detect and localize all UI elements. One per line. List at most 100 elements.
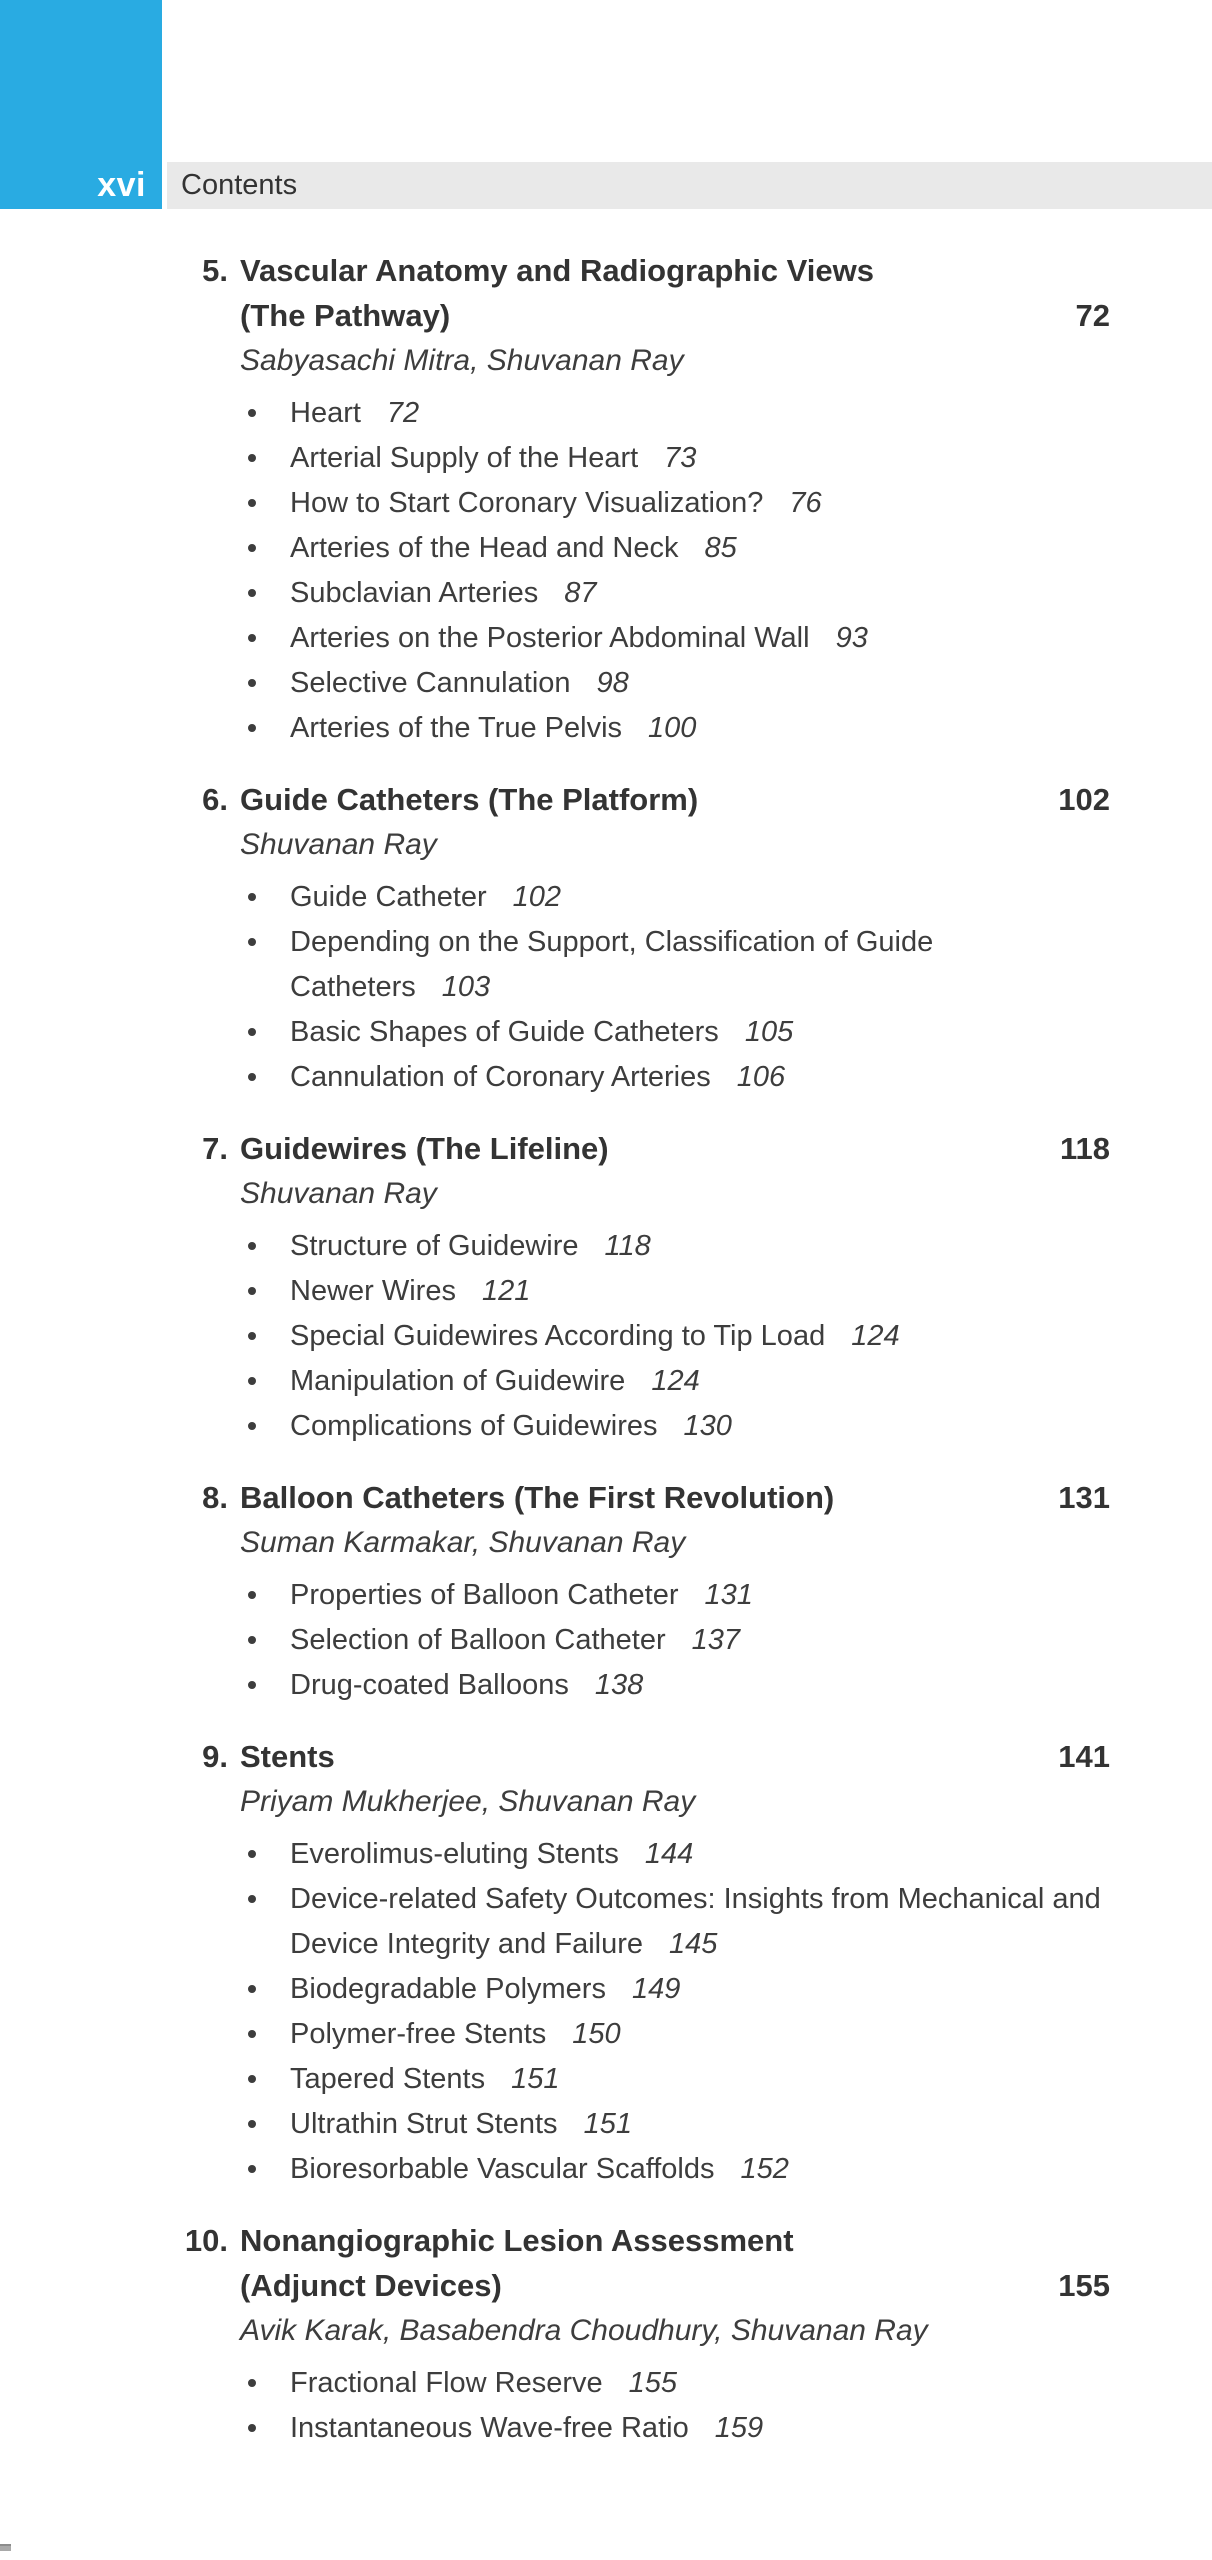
chapter-title-line: Guide Catheters (The Platform): [240, 782, 699, 817]
toc-topic-row: Ultrathin Strut Stents 151: [248, 2102, 1110, 2147]
topic-body: Tapered Stents 151: [290, 2057, 1110, 2102]
page-folio: xvi: [97, 166, 146, 204]
chapter-number: 9.: [202, 1739, 228, 1774]
topic-title: Tapered Stents: [290, 2063, 486, 2095]
topic-title: Manipulation of Guidewire: [290, 1365, 626, 1397]
topic-body: Heart 72: [290, 391, 1110, 436]
toc-topic-row: Selective Cannulation 98: [248, 661, 1110, 706]
toc-chapter-entry: 9. Stents 141 Priyam Mukherjee, Shuvanan…: [170, 1734, 1110, 2192]
chapter-heading-row: 10. Nonangiographic Lesion Assessment (Ad…: [170, 2218, 1110, 2308]
toc-topic-row: Instantaneous Wave-free Ratio 159: [248, 2406, 1110, 2451]
chapter-authors: Sabyasachi Mitra, Shuvanan Ray: [240, 344, 684, 377]
topic-body: Device-related Safety Outcomes: Insights…: [290, 1877, 1110, 1967]
bullet-icon: [248, 1422, 256, 1430]
topic-body: Special Guidewires According to Tip Load…: [290, 1314, 1110, 1359]
bullet-icon: [248, 2165, 256, 2173]
topic-body: Arteries of the True Pelvis 100: [290, 706, 1110, 751]
topic-page-number: 130: [683, 1410, 732, 1442]
chapter-page-number: 141: [1058, 1739, 1110, 1774]
topic-page-number: 151: [511, 2063, 560, 2095]
topic-title: Properties of Balloon Catheter: [290, 1579, 679, 1611]
chapter-title: Balloon Catheters (The First Revolution): [240, 1475, 1038, 1520]
chapter-title-line: Balloon Catheters (The First Revolution): [240, 1480, 835, 1515]
topic-page-number: 151: [583, 2108, 632, 2140]
chapter-topic-list: Properties of Balloon Catheter 131 Select…: [170, 1573, 1110, 1708]
topic-title: Biodegradable Polymers: [290, 1973, 606, 2005]
chapter-page-number: 72: [1075, 298, 1110, 333]
bullet-icon: [248, 2424, 256, 2432]
chapter-authors: Avik Karak, Basabendra Choudhury, Shuvan…: [240, 2314, 928, 2347]
topic-body: Properties of Balloon Catheter 131: [290, 1573, 1110, 1618]
chapter-heading-row: 9. Stents 141: [170, 1734, 1110, 1779]
chapter-page-number: 131: [1058, 1480, 1110, 1515]
topic-body: Structure of Guidewire 118: [290, 1224, 1110, 1269]
chapter-title-line: Vascular Anatomy and Radiographic Views: [240, 253, 874, 288]
toc-topic-row: Arteries of the Head and Neck 85: [248, 526, 1110, 571]
topic-body: Depending on the Support, Classification…: [290, 920, 1110, 1010]
topic-body: Everolimus-eluting Stents 144: [290, 1832, 1110, 1877]
running-header-bar: Contents: [167, 162, 1212, 209]
topic-body: Ultrathin Strut Stents 151: [290, 2102, 1110, 2147]
toc-topic-row: Complications of Guidewires 130: [248, 1404, 1110, 1449]
topic-page-number: 118: [604, 1230, 651, 1262]
topic-body: Complications of Guidewires 130: [290, 1404, 1110, 1449]
topic-body: Subclavian Arteries 87: [290, 571, 1110, 616]
chapter-authors: Suman Karmakar, Shuvanan Ray: [240, 1526, 686, 1559]
toc-chapter-entry: 5. Vascular Anatomy and Radiographic Vie…: [170, 248, 1110, 751]
page-edge-artifact: [0, 2544, 11, 2551]
topic-body: Bioresorbable Vascular Scaffolds 152: [290, 2147, 1110, 2192]
topic-page-number: 85: [704, 532, 737, 564]
topic-page-number: 145: [669, 1928, 718, 1960]
topic-page-number: 72: [386, 397, 420, 429]
bullet-icon: [248, 2030, 256, 2038]
topic-title: Special Guidewires According to Tip Load: [290, 1320, 826, 1352]
topic-page-number: 124: [651, 1365, 700, 1397]
topic-title: Arteries of the True Pelvis: [290, 712, 623, 744]
toc-topic-row: Fractional Flow Reserve 155: [248, 2361, 1110, 2406]
topic-page-number: 149: [631, 1973, 681, 2005]
toc-chapter-entry: 10. Nonangiographic Lesion Assessment (Ad…: [170, 2218, 1110, 2451]
toc-topic-row: Arterial Supply of the Heart 73: [248, 436, 1110, 481]
topic-page-number: 100: [648, 712, 697, 744]
toc-topic-row: Properties of Balloon Catheter 131: [248, 1573, 1110, 1618]
topic-title: Drug-coated Balloons: [290, 1669, 569, 1701]
topic-body: Selection of Balloon Catheter 137: [290, 1618, 1110, 1663]
topic-title: Selective Cannulation: [290, 667, 571, 699]
topic-body: Polymer-free Stents 150: [290, 2012, 1110, 2057]
chapter-topic-list: Everolimus-eluting Stents 144 Device-rela…: [170, 1832, 1110, 2192]
bullet-icon: [248, 679, 256, 687]
toc-topic-row: Bioresorbable Vascular Scaffolds 152: [248, 2147, 1110, 2192]
bullet-icon: [248, 544, 256, 552]
page-corner-accent: xvi: [0, 0, 162, 209]
topic-title: Ultrathin Strut Stents: [290, 2108, 558, 2140]
toc-topic-row: Selection of Balloon Catheter 137: [248, 1618, 1110, 1663]
chapter-authors: Shuvanan Ray: [240, 828, 437, 861]
bullet-icon: [248, 1377, 256, 1385]
topic-title: Guide Catheter: [290, 881, 487, 913]
chapter-number: 10.: [184, 2223, 228, 2258]
topic-title: Arterial Supply of the Heart: [290, 442, 639, 474]
topic-page-number: 144: [644, 1838, 694, 1870]
toc-topic-row: Drug-coated Balloons 138: [248, 1663, 1110, 1708]
topic-body: Manipulation of Guidewire 124: [290, 1359, 1110, 1404]
chapter-authors: Shuvanan Ray: [240, 1177, 437, 1210]
bullet-icon: [248, 1287, 256, 1295]
bullet-icon: [248, 893, 256, 901]
topic-body: Cannulation of Coronary Arteries 106: [290, 1055, 1110, 1100]
topic-title: Device-related Safety Outcomes: Insights…: [290, 1883, 1101, 1960]
chapter-topic-list: Structure of Guidewire 118 Newer Wires 121…: [170, 1224, 1110, 1449]
bullet-icon: [248, 724, 256, 732]
bullet-icon: [248, 2120, 256, 2128]
chapter-topic-list: Guide Catheter 102 Depending on the Suppo…: [170, 875, 1110, 1100]
chapter-page-number: 155: [1058, 2268, 1110, 2303]
topic-title: Subclavian Arteries: [290, 577, 539, 609]
toc-topic-row: Guide Catheter 102: [248, 875, 1110, 920]
chapter-title: Vascular Anatomy and Radiographic Views (…: [240, 248, 1056, 338]
topic-title: Everolimus-eluting Stents: [290, 1838, 619, 1870]
topic-body: Basic Shapes of Guide Catheters 105: [290, 1010, 1110, 1055]
toc-topic-row: Newer Wires 121: [248, 1269, 1110, 1314]
bullet-icon: [248, 589, 256, 597]
toc-topic-row: Basic Shapes of Guide Catheters 105: [248, 1010, 1110, 1055]
bullet-icon: [248, 634, 256, 642]
toc-chapter-entry: 8. Balloon Catheters (The First Revoluti…: [170, 1475, 1110, 1708]
